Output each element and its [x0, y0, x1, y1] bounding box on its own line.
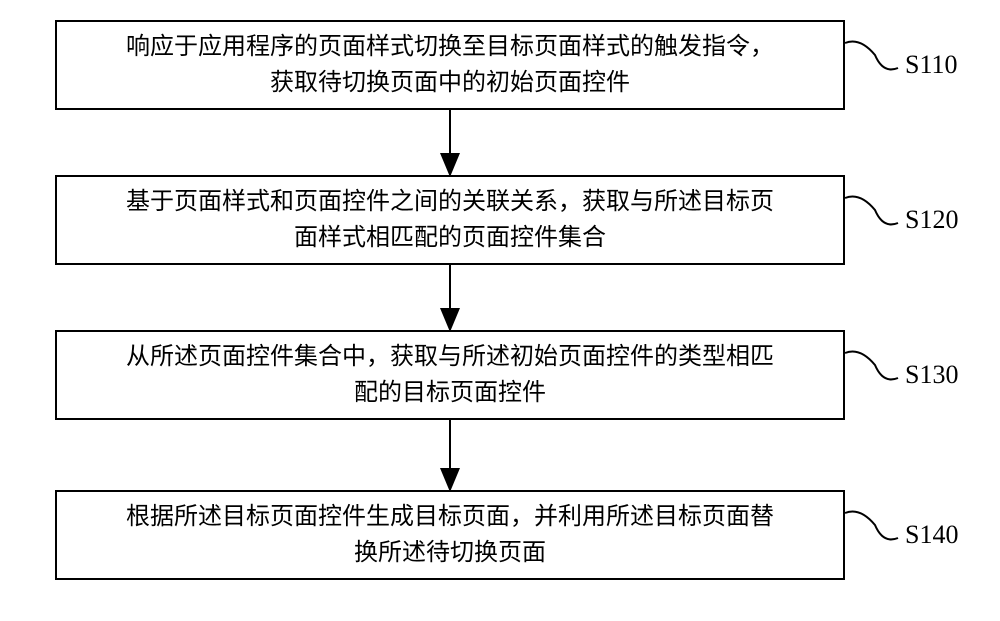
- step-box-s130: 从所述页面控件集合中，获取与所述初始页面控件的类型相匹 配的目标页面控件: [55, 330, 845, 420]
- step-line2: 换所述待切换页面: [354, 540, 546, 566]
- step-box-s120: 基于页面样式和页面控件之间的关联关系，获取与所述目标页 面样式相匹配的页面控件集…: [55, 175, 845, 265]
- step-line2: 配的目标页面控件: [354, 380, 546, 406]
- step-text: 基于页面样式和页面控件之间的关联关系，获取与所述目标页 面样式相匹配的页面控件集…: [126, 184, 774, 256]
- step-line1: 基于页面样式和页面控件之间的关联关系，获取与所述目标页: [126, 189, 774, 215]
- step-label-s130: S130: [905, 360, 958, 390]
- step-line1: 从所述页面控件集合中，获取与所述初始页面控件的类型相匹: [126, 344, 774, 370]
- step-text: 根据所述目标页面控件生成目标页面，并利用所述目标页面替 换所述待切换页面: [126, 499, 774, 571]
- step-box-s110: 响应于应用程序的页面样式切换至目标页面样式的触发指令， 获取待切换页面中的初始页…: [55, 20, 845, 110]
- step-line2: 获取待切换页面中的初始页面控件: [270, 70, 630, 96]
- step-label-s140: S140: [905, 520, 958, 550]
- step-text: 从所述页面控件集合中，获取与所述初始页面控件的类型相匹 配的目标页面控件: [126, 339, 774, 411]
- step-text: 响应于应用程序的页面样式切换至目标页面样式的触发指令， 获取待切换页面中的初始页…: [126, 29, 774, 101]
- step-line1: 响应于应用程序的页面样式切换至目标页面样式的触发指令，: [126, 34, 774, 60]
- step-line1: 根据所述目标页面控件生成目标页面，并利用所述目标页面替: [126, 504, 774, 530]
- step-box-s140: 根据所述目标页面控件生成目标页面，并利用所述目标页面替 换所述待切换页面: [55, 490, 845, 580]
- step-label-s110: S110: [905, 50, 958, 80]
- step-label-s120: S120: [905, 205, 958, 235]
- step-line2: 面样式相匹配的页面控件集合: [294, 225, 606, 251]
- flowchart-canvas: 响应于应用程序的页面样式切换至目标页面样式的触发指令， 获取待切换页面中的初始页…: [0, 0, 1000, 621]
